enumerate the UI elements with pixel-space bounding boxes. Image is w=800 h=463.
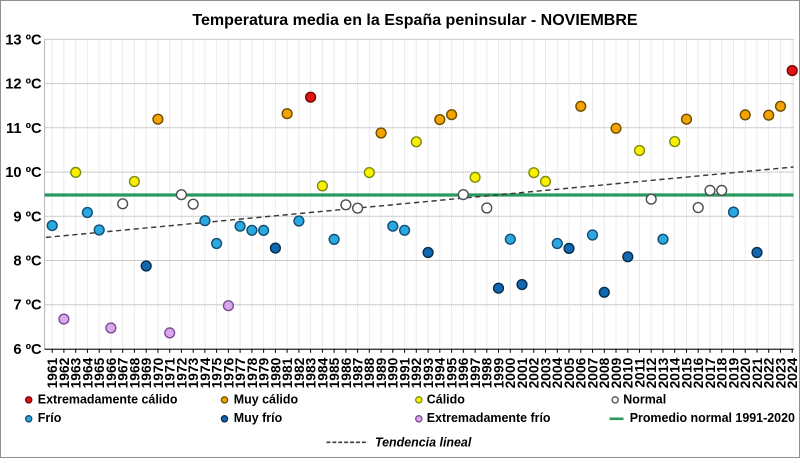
svg-text:Temperatura media en la España: Temperatura media en la España peninsula… bbox=[192, 12, 637, 29]
svg-text:1975: 1975 bbox=[210, 357, 225, 388]
svg-text:2008: 2008 bbox=[597, 357, 612, 388]
svg-text:1987: 1987 bbox=[351, 357, 366, 388]
svg-text:Muy cálido: Muy cálido bbox=[234, 392, 299, 406]
svg-text:1972: 1972 bbox=[174, 357, 189, 388]
svg-text:2012: 2012 bbox=[644, 357, 659, 388]
svg-text:2009: 2009 bbox=[609, 357, 624, 388]
svg-text:1986: 1986 bbox=[339, 357, 354, 388]
svg-text:1995: 1995 bbox=[445, 357, 460, 388]
svg-text:2006: 2006 bbox=[574, 357, 589, 388]
svg-text:1977: 1977 bbox=[233, 357, 248, 388]
svg-text:8 ºC: 8 ºC bbox=[13, 254, 42, 270]
svg-text:2021: 2021 bbox=[750, 357, 765, 388]
svg-text:2019: 2019 bbox=[726, 357, 741, 388]
svg-text:2014: 2014 bbox=[668, 357, 683, 388]
svg-text:2013: 2013 bbox=[656, 357, 671, 388]
svg-text:12 ºC: 12 ºC bbox=[5, 77, 42, 93]
svg-text:Promedio normal 1991-2020: Promedio normal 1991-2020 bbox=[630, 411, 795, 425]
svg-text:Extremadamente frío: Extremadamente frío bbox=[427, 411, 551, 425]
svg-text:1981: 1981 bbox=[280, 357, 295, 388]
svg-text:2022: 2022 bbox=[762, 357, 777, 388]
svg-text:1978: 1978 bbox=[245, 357, 260, 388]
svg-text:6 ºC: 6 ºC bbox=[13, 342, 42, 358]
svg-text:1961: 1961 bbox=[45, 357, 60, 388]
svg-text:Normal: Normal bbox=[623, 392, 666, 406]
svg-text:1965: 1965 bbox=[92, 357, 107, 388]
svg-text:13 ºC: 13 ºC bbox=[5, 32, 42, 48]
svg-text:2010: 2010 bbox=[621, 357, 636, 388]
svg-text:1985: 1985 bbox=[327, 357, 342, 388]
svg-text:2015: 2015 bbox=[679, 357, 694, 388]
svg-text:Cálido: Cálido bbox=[427, 392, 465, 406]
svg-text:1969: 1969 bbox=[139, 357, 154, 388]
svg-text:1989: 1989 bbox=[374, 357, 389, 388]
svg-text:11 ºC: 11 ºC bbox=[6, 121, 42, 137]
svg-text:1962: 1962 bbox=[57, 357, 72, 388]
svg-text:1999: 1999 bbox=[491, 357, 506, 388]
svg-text:2002: 2002 bbox=[527, 357, 542, 388]
svg-text:2017: 2017 bbox=[703, 357, 718, 388]
svg-text:1967: 1967 bbox=[116, 357, 131, 388]
svg-text:1974: 1974 bbox=[198, 357, 213, 388]
svg-text:2023: 2023 bbox=[773, 357, 788, 388]
svg-text:Frío: Frío bbox=[38, 411, 62, 425]
svg-text:2011: 2011 bbox=[632, 357, 647, 387]
svg-text:2007: 2007 bbox=[585, 357, 600, 388]
svg-text:2005: 2005 bbox=[562, 357, 577, 388]
svg-text:Tendencia lineal: Tendencia lineal bbox=[375, 436, 472, 450]
svg-text:1991: 1991 bbox=[398, 357, 413, 388]
svg-text:1994: 1994 bbox=[433, 357, 448, 388]
svg-text:1983: 1983 bbox=[304, 357, 319, 388]
svg-text:2018: 2018 bbox=[715, 357, 730, 388]
svg-text:1979: 1979 bbox=[257, 357, 272, 388]
svg-text:1992: 1992 bbox=[409, 357, 424, 388]
svg-text:2020: 2020 bbox=[738, 357, 753, 388]
svg-text:1976: 1976 bbox=[221, 357, 236, 388]
svg-text:2024: 2024 bbox=[785, 357, 800, 388]
svg-text:Extremadamente cálido: Extremadamente cálido bbox=[38, 392, 178, 406]
svg-text:1993: 1993 bbox=[421, 357, 436, 388]
svg-text:1984: 1984 bbox=[315, 357, 330, 388]
svg-text:1964: 1964 bbox=[80, 357, 95, 388]
svg-text:1980: 1980 bbox=[268, 357, 283, 388]
svg-text:1997: 1997 bbox=[468, 357, 483, 388]
svg-text:1988: 1988 bbox=[362, 357, 377, 388]
svg-text:2003: 2003 bbox=[538, 357, 553, 388]
svg-text:10 ºC: 10 ºC bbox=[5, 165, 42, 181]
svg-text:7 ºC: 7 ºC bbox=[13, 298, 42, 314]
svg-text:Muy frío: Muy frío bbox=[234, 411, 283, 425]
svg-text:2001: 2001 bbox=[515, 357, 530, 388]
svg-text:1968: 1968 bbox=[127, 357, 142, 388]
svg-text:1996: 1996 bbox=[456, 357, 471, 388]
svg-text:1998: 1998 bbox=[480, 357, 495, 388]
svg-text:1982: 1982 bbox=[292, 357, 307, 388]
svg-text:1973: 1973 bbox=[186, 357, 201, 388]
svg-text:1970: 1970 bbox=[151, 357, 166, 388]
svg-text:2000: 2000 bbox=[503, 357, 518, 388]
svg-text:2004: 2004 bbox=[550, 357, 565, 388]
svg-text:1963: 1963 bbox=[69, 357, 84, 388]
svg-text:1990: 1990 bbox=[386, 357, 401, 388]
svg-text:9 ºC: 9 ºC bbox=[13, 209, 42, 225]
svg-text:1971: 1971 bbox=[163, 357, 178, 388]
svg-text:1966: 1966 bbox=[104, 357, 119, 388]
svg-text:2016: 2016 bbox=[691, 357, 706, 388]
